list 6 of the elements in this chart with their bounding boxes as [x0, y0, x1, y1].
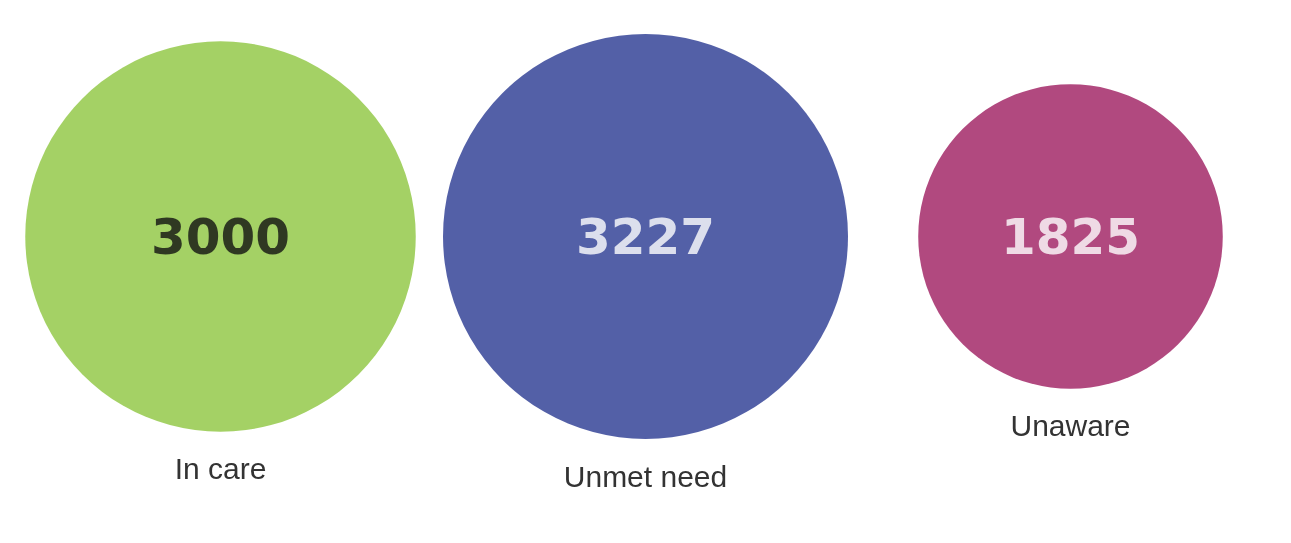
data-label: 3000: [150, 207, 291, 266]
data-label: 1825: [1000, 207, 1141, 266]
category-label: Unaware: [1010, 409, 1131, 443]
data-label: 3227: [575, 207, 716, 266]
category-label: In care: [174, 452, 267, 486]
category-label: Unmet need: [563, 459, 728, 493]
